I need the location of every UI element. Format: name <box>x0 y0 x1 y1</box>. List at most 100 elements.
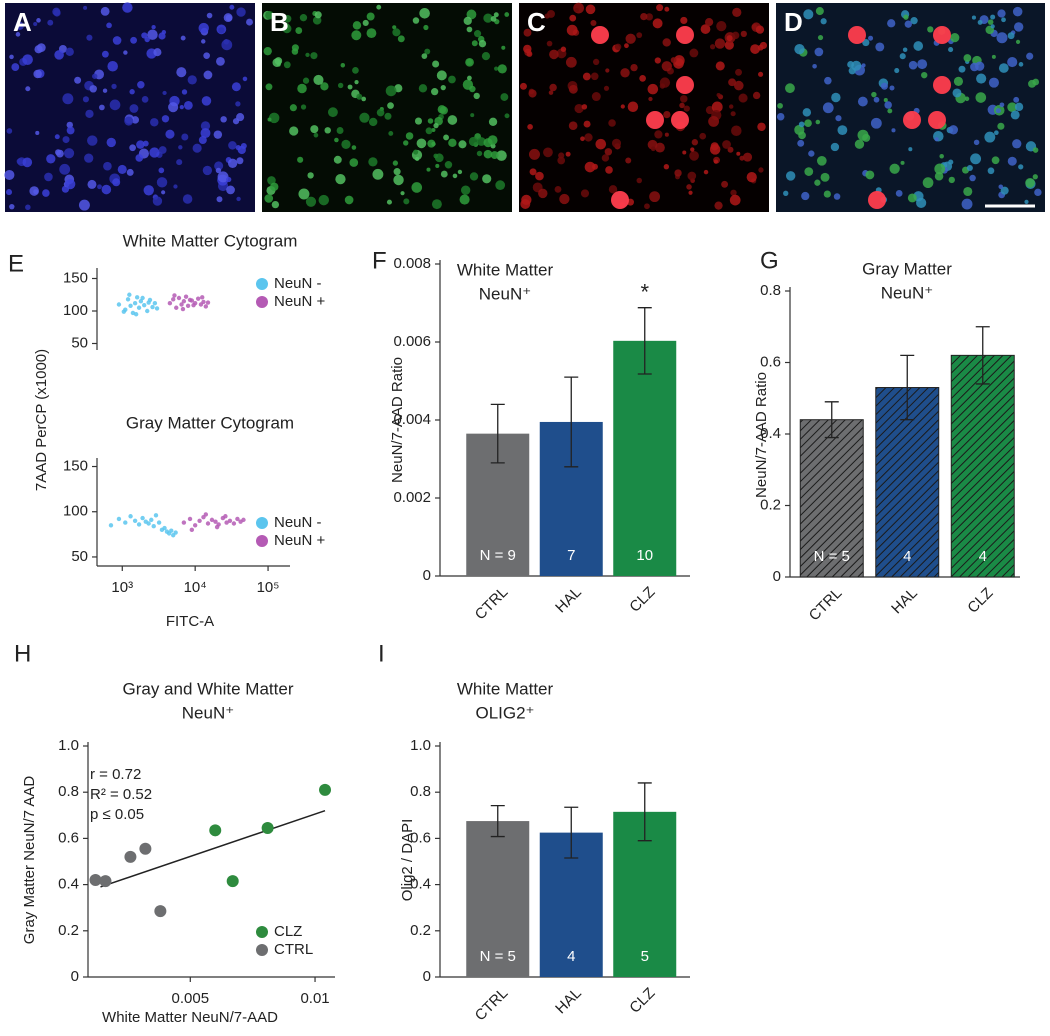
cell <box>815 119 821 125</box>
point <box>261 822 274 835</box>
cell <box>100 6 110 16</box>
cell <box>270 182 279 191</box>
cell <box>994 130 999 136</box>
micrograph: D <box>776 3 1045 212</box>
panel-letter: H <box>14 640 31 667</box>
cell <box>351 145 357 150</box>
cell <box>187 75 197 85</box>
point <box>180 306 186 312</box>
cell <box>142 140 149 147</box>
cell <box>129 89 135 95</box>
cell <box>580 189 590 198</box>
y-axis-label: Olig2 / DAPI <box>399 819 416 902</box>
cell <box>922 177 934 189</box>
cell <box>798 121 805 128</box>
cell <box>82 96 89 103</box>
point <box>142 302 147 308</box>
cell <box>215 167 222 174</box>
cell <box>732 7 742 17</box>
cell <box>704 17 714 27</box>
cell <box>963 186 973 197</box>
cell <box>560 46 567 52</box>
cell <box>495 180 506 191</box>
cell <box>591 92 601 102</box>
cell <box>431 199 442 210</box>
cell <box>686 184 692 190</box>
cell <box>652 18 663 29</box>
n-label: 4 <box>567 948 575 965</box>
cell <box>457 169 463 175</box>
cell <box>803 9 814 20</box>
cell <box>181 133 189 141</box>
cell <box>83 5 88 10</box>
cell <box>948 125 959 135</box>
cell <box>862 133 871 142</box>
point <box>241 517 246 523</box>
point <box>145 308 150 314</box>
x-tick-label: CLZ <box>626 985 658 1017</box>
cell <box>452 173 458 179</box>
point <box>189 527 195 533</box>
point <box>197 518 202 523</box>
cell <box>1013 96 1020 103</box>
error-bar <box>564 376 579 468</box>
cell <box>101 50 109 58</box>
y-tick-label: 0 <box>423 567 431 584</box>
cell <box>1028 79 1036 88</box>
point <box>203 304 209 309</box>
cell <box>471 40 478 47</box>
error-bar <box>637 307 652 375</box>
cell <box>368 117 378 127</box>
cell <box>759 41 768 50</box>
cell <box>226 185 235 195</box>
cell <box>738 93 748 103</box>
cell <box>656 4 664 12</box>
cell <box>54 50 64 60</box>
cell <box>141 96 149 103</box>
cell <box>987 19 994 25</box>
cell <box>862 38 870 47</box>
point <box>174 305 179 310</box>
n-label: 4 <box>979 548 987 565</box>
cell <box>820 18 827 25</box>
cell <box>397 35 405 43</box>
cell <box>543 147 553 158</box>
cell <box>1007 156 1017 166</box>
cell <box>1024 199 1029 204</box>
point <box>223 514 228 519</box>
point <box>209 824 222 837</box>
cell <box>97 184 102 190</box>
cell <box>102 88 108 93</box>
cell <box>734 80 744 91</box>
cell <box>750 44 760 54</box>
cell <box>431 88 439 96</box>
cell <box>688 190 693 195</box>
cell <box>921 71 928 79</box>
labeled-cell <box>933 26 951 44</box>
cell <box>400 191 405 196</box>
cell <box>65 47 74 57</box>
cell <box>152 196 163 206</box>
cell <box>998 63 1009 73</box>
cell <box>87 179 97 189</box>
cell <box>161 115 170 123</box>
cell <box>952 88 962 98</box>
cell <box>242 76 248 82</box>
cell <box>313 74 324 85</box>
cell <box>63 148 75 159</box>
cell <box>1012 6 1023 17</box>
point <box>156 520 162 525</box>
point <box>205 521 211 526</box>
point <box>224 520 229 525</box>
cell <box>776 112 785 121</box>
point <box>146 521 151 526</box>
cell <box>236 157 244 165</box>
y-tick-label: 0 <box>773 568 781 585</box>
cell <box>361 96 367 102</box>
cell <box>977 19 983 25</box>
cell <box>478 39 487 48</box>
error-bar <box>824 401 839 439</box>
cell <box>310 52 318 60</box>
cell <box>415 156 420 161</box>
